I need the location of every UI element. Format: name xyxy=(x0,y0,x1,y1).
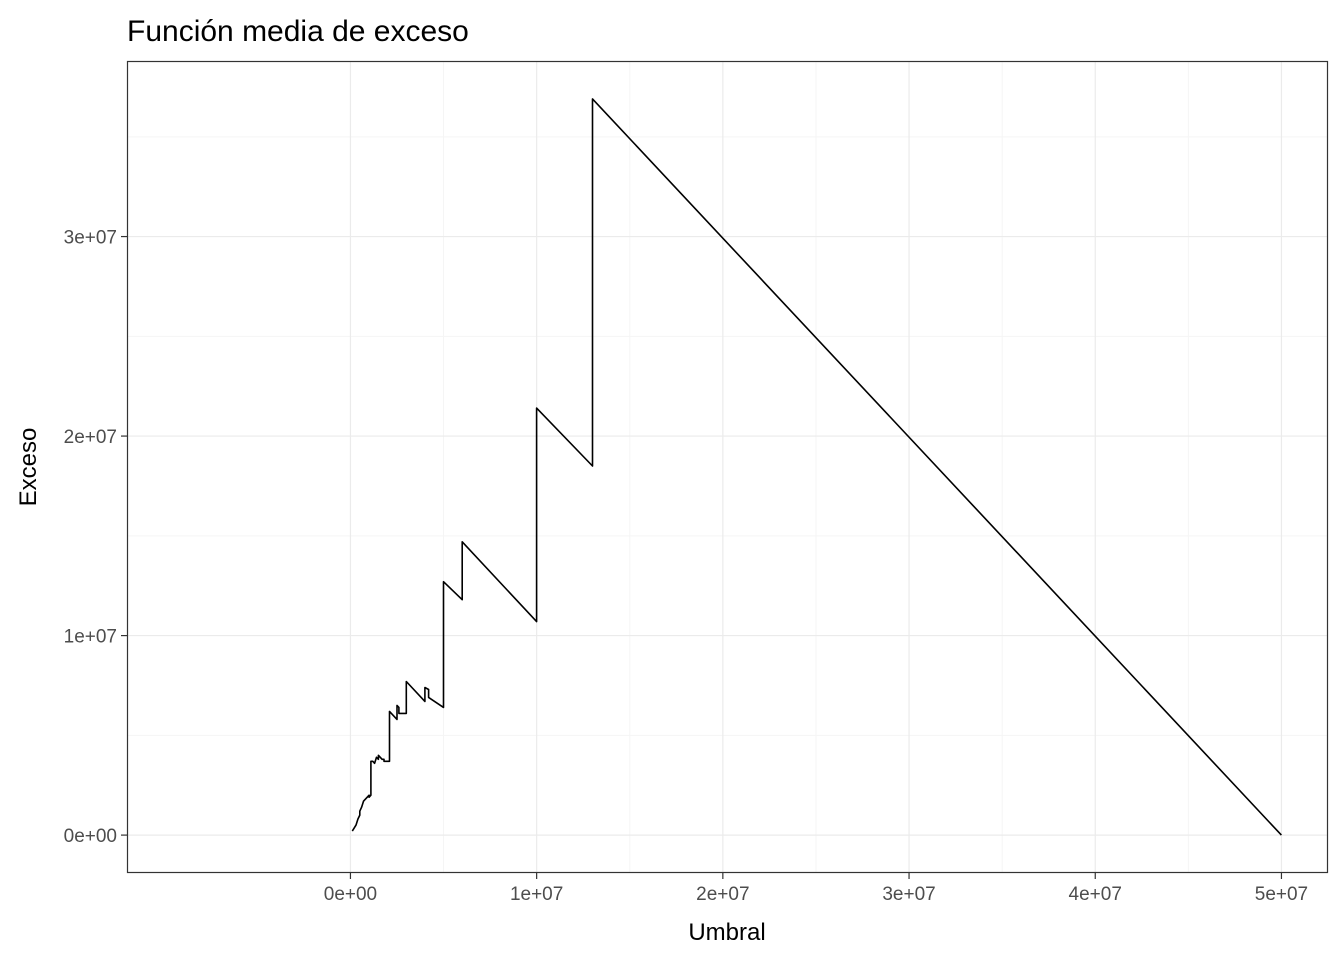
y-axis-title: Exceso xyxy=(15,428,42,507)
y-axis: 0e+00 1e+07 2e+07 3e+07 xyxy=(64,228,127,847)
y-tick-label: 2e+07 xyxy=(64,427,117,448)
series-group xyxy=(351,98,1282,836)
y-tick-label: 3e+07 xyxy=(64,228,117,249)
x-tick-label: 5e+07 xyxy=(1255,884,1308,905)
x-tick-label: 3e+07 xyxy=(882,884,935,905)
plot-border xyxy=(126,60,1329,874)
plot-panel xyxy=(127,61,1328,873)
x-axis-title: Umbral xyxy=(688,919,765,946)
chart-title: Función media de exceso xyxy=(127,15,469,48)
x-tick-label: 4e+07 xyxy=(1069,884,1122,905)
y-tick-label: 0e+00 xyxy=(64,826,117,847)
x-tick-label: 0e+00 xyxy=(324,884,377,905)
y-tick-label: 1e+07 xyxy=(64,627,117,648)
grid-lines xyxy=(127,61,1328,873)
x-axis: 0e+00 1e+07 2e+07 3e+07 4e+07 5e+07 xyxy=(324,873,1308,905)
series-line xyxy=(351,98,1282,836)
x-tick-label: 1e+07 xyxy=(510,884,563,905)
x-tick-label: 2e+07 xyxy=(696,884,749,905)
